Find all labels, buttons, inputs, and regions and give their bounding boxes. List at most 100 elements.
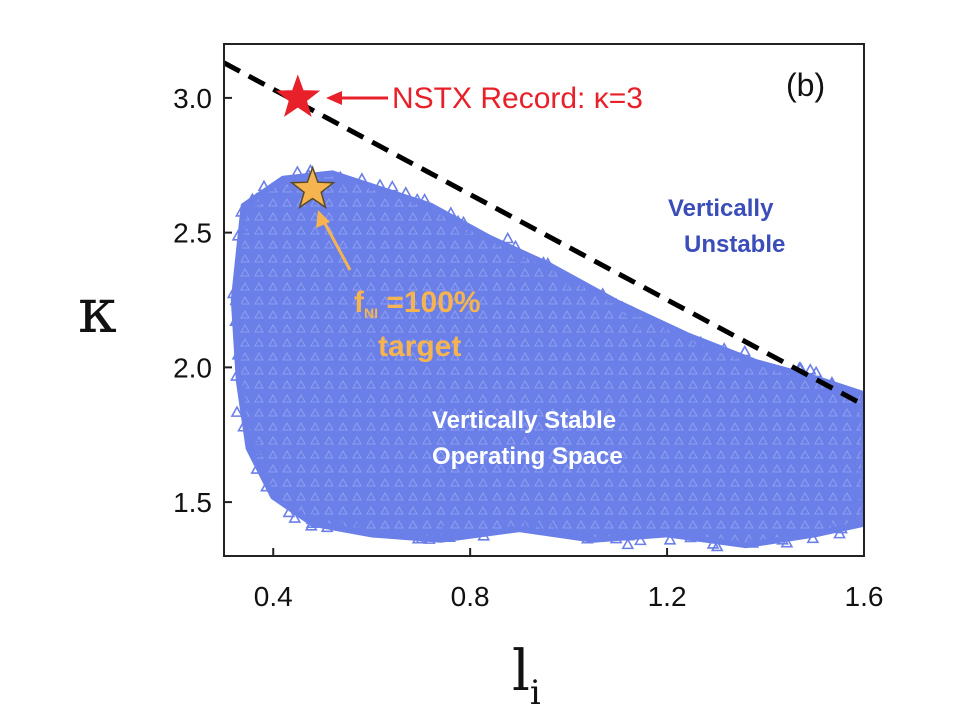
scatter-point bbox=[835, 521, 848, 534]
target-label-line1: fNI =100% bbox=[354, 286, 481, 321]
scatter-point bbox=[241, 221, 255, 233]
scatter-point bbox=[706, 345, 720, 358]
scatter-point bbox=[694, 335, 708, 348]
scatter-point bbox=[658, 327, 672, 339]
record-arrow-head bbox=[326, 91, 342, 105]
scatter-point bbox=[250, 462, 264, 474]
scatter-point bbox=[415, 531, 429, 544]
scatter-point bbox=[350, 517, 364, 530]
scatter-point bbox=[231, 229, 245, 241]
scatter-point bbox=[624, 305, 638, 318]
scatter-point bbox=[282, 505, 296, 518]
unstable-label-line1: Vertically bbox=[668, 195, 774, 222]
scatter-point bbox=[385, 179, 399, 192]
scatter-point bbox=[229, 314, 242, 326]
scatter-point bbox=[250, 192, 263, 204]
star-markers bbox=[275, 74, 336, 210]
record-annotation: NSTX Record: κ=3 bbox=[392, 82, 643, 115]
scatter-point bbox=[803, 363, 817, 375]
scatter-point bbox=[531, 521, 545, 533]
scatter-point bbox=[776, 533, 789, 545]
scatter-point bbox=[230, 405, 244, 417]
scatter-point bbox=[451, 214, 465, 227]
scatter-point bbox=[706, 537, 720, 549]
scatter-point bbox=[338, 517, 351, 529]
scatter-point bbox=[371, 526, 385, 538]
scatter-point bbox=[780, 536, 794, 548]
scatter-point bbox=[544, 519, 558, 532]
record-star-marker bbox=[275, 74, 321, 117]
scatter-point bbox=[410, 192, 424, 205]
scatter-point bbox=[541, 256, 555, 269]
scatter-point bbox=[609, 531, 623, 544]
target-label-line2: target bbox=[378, 330, 461, 363]
scatter-point bbox=[247, 432, 261, 445]
scatter-point bbox=[418, 192, 431, 205]
y-axis-label: κ bbox=[78, 274, 117, 347]
scatter-point bbox=[806, 531, 820, 544]
y-tick-label: 2.5 bbox=[173, 218, 212, 249]
scatter-point bbox=[477, 529, 491, 541]
scatter-point bbox=[846, 512, 860, 525]
scatter-point bbox=[635, 318, 649, 330]
plot-area bbox=[224, 60, 864, 552]
scatter-point bbox=[355, 172, 369, 184]
scatter-point bbox=[230, 369, 243, 381]
scatter-point bbox=[231, 348, 245, 360]
target-arrow-head bbox=[316, 210, 330, 228]
y-tick-label: 1.5 bbox=[173, 487, 212, 518]
stable-label-line1: Vertically Stable bbox=[432, 407, 616, 434]
target-star-marker bbox=[289, 165, 336, 210]
y-ticks: 1.5 2.0 2.5 3.0 bbox=[173, 83, 232, 518]
scatter-point bbox=[565, 274, 579, 286]
scatter-point bbox=[373, 178, 387, 190]
scatter-point bbox=[304, 519, 318, 531]
scatter-point bbox=[443, 530, 456, 542]
scatter-point bbox=[288, 511, 302, 523]
scatter-point bbox=[634, 533, 647, 546]
scatter-point bbox=[305, 512, 319, 525]
scatter-point bbox=[580, 532, 594, 544]
y-tick-label: 2.0 bbox=[173, 352, 212, 383]
scatter-point bbox=[333, 170, 347, 183]
stable-label-line2: Operating Space bbox=[432, 443, 623, 470]
scatter-point bbox=[509, 239, 522, 252]
scatter-point bbox=[320, 520, 334, 533]
scatter-point bbox=[516, 516, 529, 529]
edge-markers bbox=[226, 163, 864, 552]
scatter-point bbox=[824, 521, 838, 533]
scatter-point bbox=[423, 532, 436, 544]
x-tick-label: 0.8 bbox=[451, 581, 490, 612]
scatter-point bbox=[596, 287, 610, 299]
scatter-point bbox=[663, 533, 677, 545]
x-ticks: 0.4 0.8 1.2 1.6 bbox=[254, 548, 884, 612]
scatter-point bbox=[621, 537, 635, 550]
scatter-point bbox=[235, 205, 248, 217]
scatter-point bbox=[246, 198, 260, 210]
scatter-point bbox=[229, 293, 243, 306]
scatter-point bbox=[444, 206, 458, 218]
scatter-point bbox=[622, 529, 635, 541]
target-arrow-line bbox=[320, 217, 352, 271]
scatter-point bbox=[710, 539, 724, 552]
scatter-point bbox=[717, 342, 731, 354]
scatter-point bbox=[684, 530, 697, 543]
x-tick-label: 0.4 bbox=[254, 581, 293, 612]
scatter-point bbox=[498, 521, 512, 534]
scatter-point bbox=[252, 445, 265, 457]
scatter-point bbox=[746, 357, 760, 369]
y-tick-label: 3.0 bbox=[173, 83, 212, 114]
scatter-point bbox=[399, 186, 413, 198]
scatter-point bbox=[226, 286, 240, 299]
scatter-point bbox=[458, 222, 472, 235]
panel-label: (b) bbox=[786, 67, 825, 103]
scatter-point bbox=[257, 179, 271, 192]
x-tick-label: 1.6 bbox=[845, 581, 884, 612]
unstable-label-line2: Unstable bbox=[684, 231, 785, 258]
scatter-point bbox=[237, 420, 250, 432]
scatter-point bbox=[260, 480, 273, 492]
scatter-point bbox=[746, 536, 760, 548]
scatter-point bbox=[248, 442, 262, 455]
x-tick-label: 1.2 bbox=[648, 581, 687, 612]
